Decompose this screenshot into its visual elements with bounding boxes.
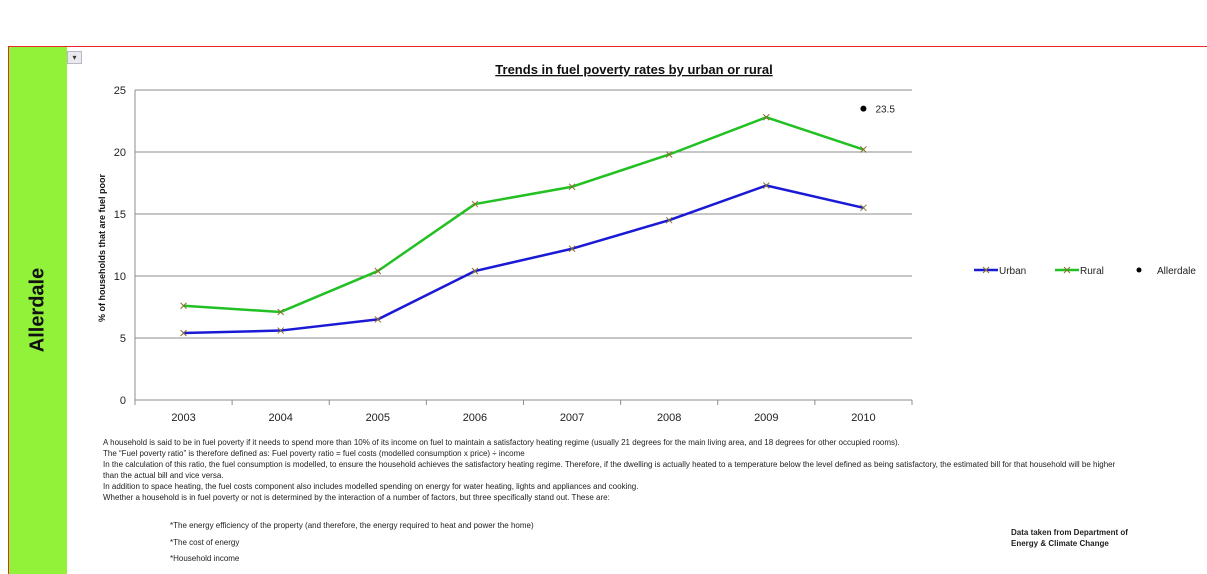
data-point-rural — [568, 183, 576, 191]
chart-frame — [8, 46, 1207, 574]
series-lines — [180, 113, 867, 337]
definition-notes: A household is said to be in fuel povert… — [103, 437, 1133, 503]
axes — [134, 90, 913, 405]
y-tick-label: 15 — [114, 209, 126, 221]
data-point-urban — [471, 267, 479, 275]
data-point-rural — [277, 308, 285, 316]
data-point-urban — [180, 329, 187, 337]
chevron-down-icon: ▾ — [72, 53, 77, 62]
note-paragraph: Whether a household is in fuel poverty o… — [103, 493, 610, 502]
y-tick-label: 5 — [120, 333, 126, 345]
dropdown-arrow-button[interactable]: ▾ — [67, 51, 82, 64]
source-note: Data taken from Department of Energy & C… — [1011, 528, 1128, 548]
y-tick-label: 20 — [114, 147, 126, 159]
gridlines — [135, 89, 912, 339]
x-tick-labels: 2003 2004 2005 2006 2007 2008 2009 2010 — [171, 412, 875, 424]
data-point-rural — [374, 267, 382, 275]
x-tick-label: 2010 — [851, 412, 875, 424]
factor-item: *Household income — [170, 554, 240, 563]
factor-item: *The cost of energy — [170, 537, 240, 547]
y-tick-label: 10 — [114, 271, 126, 283]
series-line-urban — [183, 184, 864, 335]
x-tick-label: 2009 — [754, 412, 778, 424]
legend-item-urban: Urban — [974, 266, 1026, 277]
data-point-rural — [471, 200, 479, 208]
data-point-urban — [277, 327, 285, 334]
note-paragraph: A household is said to be in fuel povert… — [103, 438, 900, 447]
data-point-rural — [665, 151, 673, 158]
legend-label: Allerdale — [1157, 266, 1196, 277]
data-point-urban — [568, 245, 576, 253]
legend-label: Urban — [999, 266, 1026, 277]
data-point-rural — [860, 146, 867, 153]
y-tick-label: 0 — [120, 395, 126, 407]
factor-item: *The energy efficiency of the property (… — [170, 521, 534, 530]
x-tick-label: 2004 — [268, 412, 292, 424]
point-markers: 23.5 — [860, 105, 895, 116]
data-point-urban — [762, 182, 770, 189]
data-point-rural — [762, 113, 770, 121]
x-tick-label: 2005 — [366, 412, 390, 424]
chart-title: Trends in fuel poverty rates by urban or… — [495, 62, 772, 77]
legend-item-rural: Rural — [1055, 266, 1104, 277]
x-tick-label: 2008 — [657, 412, 681, 424]
data-point-rural — [180, 302, 187, 310]
x-tick-label: 2007 — [560, 412, 584, 424]
x-tick-label: 2006 — [463, 412, 487, 424]
factor-list: *The energy efficiency of the property (… — [170, 518, 534, 568]
series-line-rural — [183, 116, 864, 314]
data-point-urban — [374, 316, 382, 323]
note-paragraph: In the calculation of this ratio, the fu… — [103, 460, 1116, 480]
y-tick-labels: 0 5 10 15 20 25 — [114, 85, 126, 407]
note-paragraph: The “Fuel poverty ratio” is therefore de… — [103, 449, 525, 458]
sidebar-panel — [9, 47, 67, 574]
point-allerdale — [860, 105, 867, 112]
point-data-label: 23.5 — [875, 105, 895, 116]
x-tick-label: 2003 — [171, 412, 195, 424]
legend-item-allerdale: Allerdale — [1136, 266, 1196, 277]
data-point-urban — [860, 204, 867, 212]
legend: Urban Rural Allerdale — [974, 266, 1196, 277]
y-axis-label: % of households that are fuel poor — [97, 174, 107, 323]
y-tick-label: 25 — [114, 85, 126, 97]
note-paragraph: In addition to space heating, the fuel c… — [103, 482, 639, 491]
legend-label: Rural — [1080, 266, 1104, 277]
legend-swatch — [1136, 267, 1142, 273]
data-point-urban — [665, 216, 673, 224]
